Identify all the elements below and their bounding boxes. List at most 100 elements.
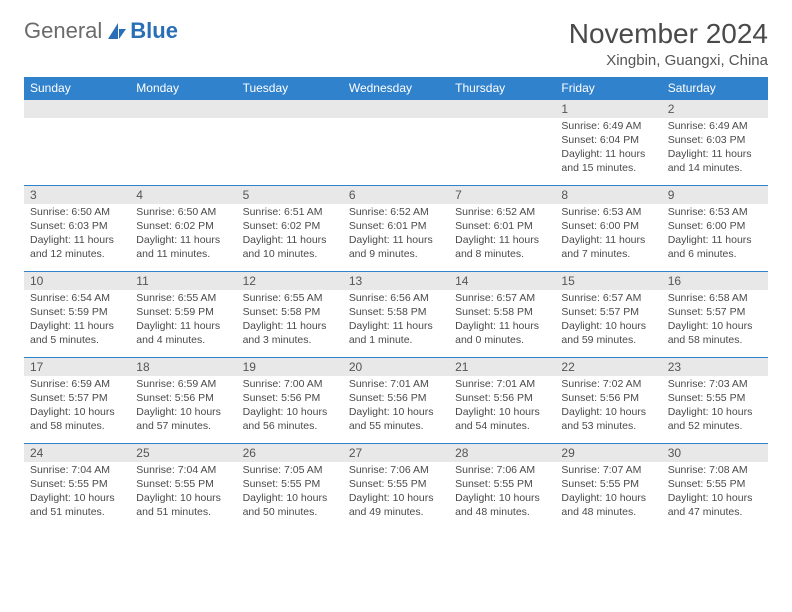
day-body: Sunrise: 6:52 AMSunset: 6:01 PMDaylight:… bbox=[449, 204, 555, 265]
day-number: 3 bbox=[24, 186, 130, 204]
day-body: Sunrise: 6:54 AMSunset: 5:59 PMDaylight:… bbox=[24, 290, 130, 351]
weekday-row: SundayMondayTuesdayWednesdayThursdayFrid… bbox=[24, 77, 768, 100]
calendar-cell: 25Sunrise: 7:04 AMSunset: 5:55 PMDayligh… bbox=[130, 444, 236, 530]
day-number: 4 bbox=[130, 186, 236, 204]
calendar-cell: 28Sunrise: 7:06 AMSunset: 5:55 PMDayligh… bbox=[449, 444, 555, 530]
day-body: Sunrise: 6:58 AMSunset: 5:57 PMDaylight:… bbox=[662, 290, 768, 351]
calendar-cell bbox=[130, 100, 236, 186]
day-number-empty bbox=[343, 100, 449, 118]
calendar-week: 10Sunrise: 6:54 AMSunset: 5:59 PMDayligh… bbox=[24, 272, 768, 358]
day-body: Sunrise: 7:04 AMSunset: 5:55 PMDaylight:… bbox=[130, 462, 236, 523]
day-body: Sunrise: 6:49 AMSunset: 6:04 PMDaylight:… bbox=[555, 118, 661, 179]
day-number-empty bbox=[237, 100, 343, 118]
day-body: Sunrise: 6:49 AMSunset: 6:03 PMDaylight:… bbox=[662, 118, 768, 179]
day-body: Sunrise: 6:59 AMSunset: 5:56 PMDaylight:… bbox=[130, 376, 236, 437]
day-body: Sunrise: 7:08 AMSunset: 5:55 PMDaylight:… bbox=[662, 462, 768, 523]
calendar-cell: 23Sunrise: 7:03 AMSunset: 5:55 PMDayligh… bbox=[662, 358, 768, 444]
calendar-week: 24Sunrise: 7:04 AMSunset: 5:55 PMDayligh… bbox=[24, 444, 768, 530]
calendar-week: 3Sunrise: 6:50 AMSunset: 6:03 PMDaylight… bbox=[24, 186, 768, 272]
day-number: 5 bbox=[237, 186, 343, 204]
day-number: 16 bbox=[662, 272, 768, 290]
logo: General Blue bbox=[24, 18, 178, 44]
day-body: Sunrise: 6:57 AMSunset: 5:58 PMDaylight:… bbox=[449, 290, 555, 351]
day-number: 11 bbox=[130, 272, 236, 290]
day-body: Sunrise: 6:50 AMSunset: 6:02 PMDaylight:… bbox=[130, 204, 236, 265]
day-body: Sunrise: 6:55 AMSunset: 5:58 PMDaylight:… bbox=[237, 290, 343, 351]
day-number-empty bbox=[24, 100, 130, 118]
day-number: 23 bbox=[662, 358, 768, 376]
day-number: 15 bbox=[555, 272, 661, 290]
day-number: 17 bbox=[24, 358, 130, 376]
calendar-cell: 19Sunrise: 7:00 AMSunset: 5:56 PMDayligh… bbox=[237, 358, 343, 444]
calendar-cell bbox=[449, 100, 555, 186]
day-body: Sunrise: 7:03 AMSunset: 5:55 PMDaylight:… bbox=[662, 376, 768, 437]
calendar-cell: 6Sunrise: 6:52 AMSunset: 6:01 PMDaylight… bbox=[343, 186, 449, 272]
day-number: 21 bbox=[449, 358, 555, 376]
day-body: Sunrise: 7:04 AMSunset: 5:55 PMDaylight:… bbox=[24, 462, 130, 523]
logo-text-general: General bbox=[24, 18, 102, 44]
calendar-cell: 1Sunrise: 6:49 AMSunset: 6:04 PMDaylight… bbox=[555, 100, 661, 186]
weekday-header: Monday bbox=[130, 77, 236, 100]
calendar-cell: 9Sunrise: 6:53 AMSunset: 6:00 PMDaylight… bbox=[662, 186, 768, 272]
day-body: Sunrise: 6:53 AMSunset: 6:00 PMDaylight:… bbox=[555, 204, 661, 265]
calendar-cell: 15Sunrise: 6:57 AMSunset: 5:57 PMDayligh… bbox=[555, 272, 661, 358]
day-body: Sunrise: 6:50 AMSunset: 6:03 PMDaylight:… bbox=[24, 204, 130, 265]
calendar-cell: 13Sunrise: 6:56 AMSunset: 5:58 PMDayligh… bbox=[343, 272, 449, 358]
calendar-cell: 2Sunrise: 6:49 AMSunset: 6:03 PMDaylight… bbox=[662, 100, 768, 186]
weekday-header: Sunday bbox=[24, 77, 130, 100]
day-number: 9 bbox=[662, 186, 768, 204]
day-number: 25 bbox=[130, 444, 236, 462]
calendar-cell: 11Sunrise: 6:55 AMSunset: 5:59 PMDayligh… bbox=[130, 272, 236, 358]
day-body: Sunrise: 7:02 AMSunset: 5:56 PMDaylight:… bbox=[555, 376, 661, 437]
day-number-empty bbox=[449, 100, 555, 118]
calendar-table: SundayMondayTuesdayWednesdayThursdayFrid… bbox=[24, 77, 768, 530]
day-number: 24 bbox=[24, 444, 130, 462]
day-number: 8 bbox=[555, 186, 661, 204]
day-body: Sunrise: 7:07 AMSunset: 5:55 PMDaylight:… bbox=[555, 462, 661, 523]
day-body: Sunrise: 6:52 AMSunset: 6:01 PMDaylight:… bbox=[343, 204, 449, 265]
calendar-week: 17Sunrise: 6:59 AMSunset: 5:57 PMDayligh… bbox=[24, 358, 768, 444]
month-title: November 2024 bbox=[569, 18, 768, 50]
calendar-cell: 21Sunrise: 7:01 AMSunset: 5:56 PMDayligh… bbox=[449, 358, 555, 444]
day-number: 2 bbox=[662, 100, 768, 118]
day-number: 20 bbox=[343, 358, 449, 376]
day-body: Sunrise: 6:57 AMSunset: 5:57 PMDaylight:… bbox=[555, 290, 661, 351]
calendar-cell: 26Sunrise: 7:05 AMSunset: 5:55 PMDayligh… bbox=[237, 444, 343, 530]
calendar-cell: 18Sunrise: 6:59 AMSunset: 5:56 PMDayligh… bbox=[130, 358, 236, 444]
calendar-cell bbox=[343, 100, 449, 186]
day-number: 19 bbox=[237, 358, 343, 376]
calendar-week: 1Sunrise: 6:49 AMSunset: 6:04 PMDaylight… bbox=[24, 100, 768, 186]
day-number: 10 bbox=[24, 272, 130, 290]
day-body: Sunrise: 6:56 AMSunset: 5:58 PMDaylight:… bbox=[343, 290, 449, 351]
title-block: November 2024 Xingbin, Guangxi, China bbox=[569, 18, 768, 69]
calendar-cell: 8Sunrise: 6:53 AMSunset: 6:00 PMDaylight… bbox=[555, 186, 661, 272]
day-body: Sunrise: 6:55 AMSunset: 5:59 PMDaylight:… bbox=[130, 290, 236, 351]
day-number: 13 bbox=[343, 272, 449, 290]
calendar-cell: 30Sunrise: 7:08 AMSunset: 5:55 PMDayligh… bbox=[662, 444, 768, 530]
calendar-cell: 10Sunrise: 6:54 AMSunset: 5:59 PMDayligh… bbox=[24, 272, 130, 358]
calendar-cell: 17Sunrise: 6:59 AMSunset: 5:57 PMDayligh… bbox=[24, 358, 130, 444]
weekday-header: Wednesday bbox=[343, 77, 449, 100]
calendar-cell: 12Sunrise: 6:55 AMSunset: 5:58 PMDayligh… bbox=[237, 272, 343, 358]
calendar-body: 1Sunrise: 6:49 AMSunset: 6:04 PMDaylight… bbox=[24, 100, 768, 530]
calendar-cell: 4Sunrise: 6:50 AMSunset: 6:02 PMDaylight… bbox=[130, 186, 236, 272]
calendar-cell: 22Sunrise: 7:02 AMSunset: 5:56 PMDayligh… bbox=[555, 358, 661, 444]
calendar-cell: 5Sunrise: 6:51 AMSunset: 6:02 PMDaylight… bbox=[237, 186, 343, 272]
calendar-cell: 7Sunrise: 6:52 AMSunset: 6:01 PMDaylight… bbox=[449, 186, 555, 272]
day-number: 29 bbox=[555, 444, 661, 462]
calendar-cell bbox=[24, 100, 130, 186]
day-number: 1 bbox=[555, 100, 661, 118]
calendar-head: SundayMondayTuesdayWednesdayThursdayFrid… bbox=[24, 77, 768, 100]
day-number: 28 bbox=[449, 444, 555, 462]
weekday-header: Thursday bbox=[449, 77, 555, 100]
weekday-header: Friday bbox=[555, 77, 661, 100]
logo-text-blue: Blue bbox=[130, 18, 178, 44]
day-body: Sunrise: 6:59 AMSunset: 5:57 PMDaylight:… bbox=[24, 376, 130, 437]
day-number: 27 bbox=[343, 444, 449, 462]
header: General Blue November 2024 Xingbin, Guan… bbox=[24, 18, 768, 69]
calendar-cell: 16Sunrise: 6:58 AMSunset: 5:57 PMDayligh… bbox=[662, 272, 768, 358]
weekday-header: Saturday bbox=[662, 77, 768, 100]
calendar-cell: 29Sunrise: 7:07 AMSunset: 5:55 PMDayligh… bbox=[555, 444, 661, 530]
day-number: 18 bbox=[130, 358, 236, 376]
calendar-cell bbox=[237, 100, 343, 186]
